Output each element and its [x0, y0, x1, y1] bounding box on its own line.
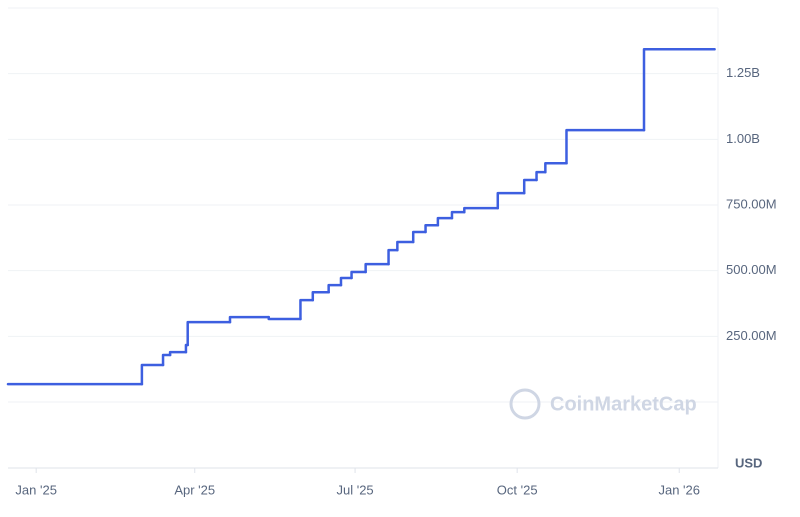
- line-step: [267, 315, 302, 321]
- line-step: [387, 248, 399, 266]
- watermark-text: CoinMarketCap: [550, 393, 697, 415]
- line-step: [299, 298, 315, 321]
- watermark: CoinMarketCap: [509, 388, 697, 420]
- line-step: [364, 262, 390, 274]
- line-step: [228, 315, 270, 324]
- y-tick-label: 1.00B: [726, 131, 760, 146]
- line-step: [339, 276, 353, 287]
- line-step: [522, 178, 538, 195]
- y-tick-label: 250.00M: [726, 328, 777, 343]
- line-step: [436, 216, 454, 227]
- y-unit-label: USD: [735, 455, 762, 470]
- x-tick-label: Jan '26: [658, 482, 700, 497]
- line-step: [327, 283, 343, 294]
- x-tick-label: Jan '25: [15, 482, 57, 497]
- x-tick-label: Apr '25: [174, 482, 215, 497]
- line-step: [186, 320, 232, 347]
- y-tick-label: 750.00M: [726, 196, 777, 211]
- line-step: [168, 350, 188, 357]
- line-step: [544, 161, 568, 174]
- line-step: [161, 353, 172, 367]
- line-step: [140, 363, 165, 386]
- line-step: [311, 290, 330, 302]
- line-step: [411, 230, 427, 244]
- x-tick-label: Jul '25: [336, 482, 373, 497]
- line-step: [496, 191, 526, 210]
- line-step: [450, 210, 466, 220]
- x-tick-label: Oct '25: [497, 482, 538, 497]
- y-tick-label: 1.25B: [726, 65, 760, 80]
- watermark-logo: [509, 388, 541, 420]
- line-step: [565, 128, 646, 165]
- line-step: [396, 240, 415, 252]
- line-step: [463, 206, 500, 214]
- line-step: [642, 47, 716, 132]
- y-tick-label: 500.00M: [726, 262, 777, 277]
- line-step: [535, 170, 547, 182]
- line-step: [424, 223, 440, 234]
- line-step: [350, 270, 367, 280]
